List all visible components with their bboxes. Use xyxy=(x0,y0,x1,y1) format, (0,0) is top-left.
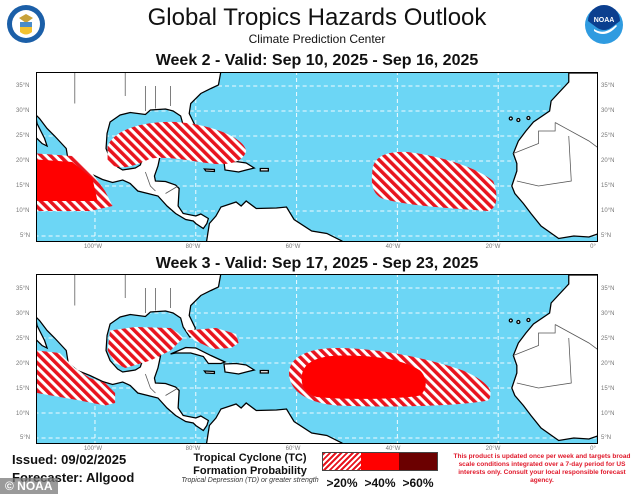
week3-map-canvas xyxy=(37,275,597,443)
borders xyxy=(74,73,597,194)
lon-label: 100°W xyxy=(83,446,103,452)
lat-label: 10°N xyxy=(16,208,30,214)
week2-map-canvas xyxy=(37,73,597,241)
lat-label: 15°N xyxy=(601,183,615,189)
lat-label: 30°N xyxy=(601,311,615,317)
lat-label: 15°N xyxy=(601,386,615,392)
legend-title-line2: Formation Probability xyxy=(193,465,307,477)
legend-swatch-40 xyxy=(361,453,399,470)
lon-label: 80°W xyxy=(185,446,201,452)
lat-label: 25°N xyxy=(601,133,615,139)
lat-label: 10°N xyxy=(601,208,615,214)
lat-label: 25°N xyxy=(16,133,30,139)
legend-title-line1: Tropical Cyclone (TC) xyxy=(193,452,307,464)
legend-swatches xyxy=(322,452,438,471)
lat-label: 20°N xyxy=(601,361,615,367)
hazard-areas xyxy=(37,327,491,407)
lat-label: 30°N xyxy=(16,108,30,114)
week3-map xyxy=(36,274,598,444)
lat-label: 10°N xyxy=(601,411,615,417)
land-masses xyxy=(37,73,597,241)
page-title: Global Tropics Hazards Outlook xyxy=(147,4,487,31)
lat-label: 15°N xyxy=(16,386,30,392)
legend-label-20: >20% xyxy=(326,476,358,490)
lon-label: 0° xyxy=(590,244,596,250)
disclaimer-text: This product is updated once per week an… xyxy=(453,453,631,484)
borders xyxy=(74,275,597,396)
lat-label: 35°N xyxy=(16,83,30,89)
land-masses xyxy=(37,275,597,443)
lat-label: 15°N xyxy=(16,183,30,189)
lat-label: 20°N xyxy=(16,361,30,367)
lat-label: 30°N xyxy=(601,108,615,114)
lon-label: 20°W xyxy=(485,244,501,250)
lon-label: 20°W xyxy=(485,446,501,452)
week2-title: Week 2 - Valid: Sep 10, 2025 - Sep 16, 2… xyxy=(155,52,479,69)
week3-title: Week 3 - Valid: Sep 17, 2025 - Sep 23, 2… xyxy=(155,255,479,272)
lon-label: 100°W xyxy=(83,244,103,250)
legend-label-40: >40% xyxy=(364,476,396,490)
legend-swatch-60 xyxy=(399,453,437,470)
lat-label: 20°N xyxy=(601,158,615,164)
lat-label: 25°N xyxy=(601,336,615,342)
copyright-watermark: © NOAA xyxy=(0,478,58,494)
legend-label-60: >60% xyxy=(402,476,434,490)
doc-seal-icon xyxy=(6,4,46,44)
issued-date: Issued: 09/02/2025 xyxy=(12,452,127,467)
page-subtitle: Climate Prediction Center xyxy=(248,32,386,46)
lat-label: 5°N xyxy=(20,233,31,239)
lat-label: 25°N xyxy=(16,336,30,342)
lat-label: 35°N xyxy=(601,286,615,292)
lon-label: 0° xyxy=(590,446,596,452)
legend-subtitle: Tropical Depression (TD) or greater stre… xyxy=(181,477,319,484)
svg-text:NOAA: NOAA xyxy=(594,17,615,24)
lon-label: 60°W xyxy=(285,244,301,250)
lat-label: 20°N xyxy=(16,158,30,164)
lon-label: 40°W xyxy=(385,244,401,250)
lon-label: 60°W xyxy=(285,446,301,452)
lat-label: 30°N xyxy=(16,311,30,317)
lat-label: 35°N xyxy=(16,286,30,292)
lat-label: 5°N xyxy=(601,233,612,239)
lon-label: 80°W xyxy=(185,244,201,250)
week2-map xyxy=(36,72,598,242)
noaa-logo-icon: NOAA xyxy=(584,5,624,45)
lat-label: 10°N xyxy=(16,411,30,417)
lat-label: 5°N xyxy=(601,435,612,441)
lon-label: 40°W xyxy=(385,446,401,452)
lat-label: 5°N xyxy=(20,435,31,441)
hazard-areas xyxy=(37,121,497,211)
legend-swatch-20 xyxy=(323,453,361,470)
lat-label: 35°N xyxy=(601,83,615,89)
